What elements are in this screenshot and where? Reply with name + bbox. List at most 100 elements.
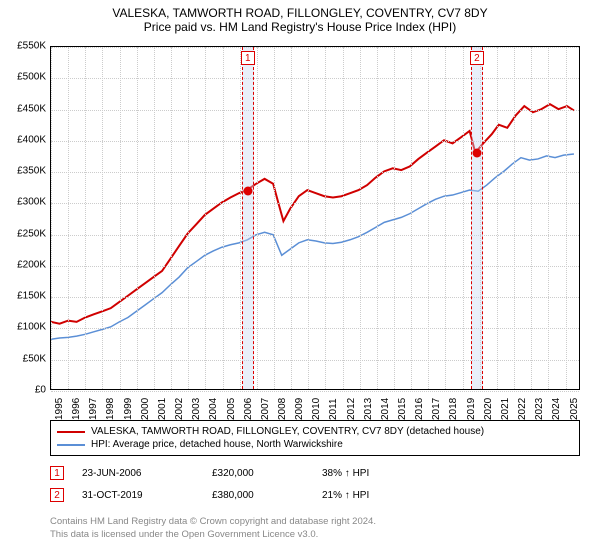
sale-marker: [472, 149, 481, 158]
sale-band: [242, 47, 254, 389]
grid-line-v: [291, 47, 292, 389]
x-tick-label: 2014: [380, 398, 391, 420]
legend-row-hpi: HPI: Average price, detached house, Nort…: [57, 438, 573, 451]
series-line-hpi: [51, 154, 574, 339]
y-tick-label: £100K: [17, 322, 46, 333]
x-tick-label: 2022: [517, 398, 528, 420]
sale-date: 23-JUN-2006: [82, 468, 212, 479]
legend-row-price-paid: VALESKA, TAMWORTH ROAD, FILLONGLEY, COVE…: [57, 425, 573, 438]
x-tick-label: 2011: [328, 398, 339, 420]
y-tick-label: £150K: [17, 291, 46, 302]
x-tick-label: 2017: [431, 398, 442, 420]
x-tick-label: 1995: [54, 398, 65, 420]
grid-line-v: [325, 47, 326, 389]
grid-line-v: [343, 47, 344, 389]
sales-table-row: 2 31-OCT-2019£380,00021% ↑ HPI: [50, 484, 580, 506]
x-tick-label: 2021: [500, 398, 511, 420]
x-tick-label: 1996: [71, 398, 82, 420]
grid-line-v: [205, 47, 206, 389]
grid-line-v: [171, 47, 172, 389]
x-tick-label: 1997: [88, 398, 99, 420]
x-tick-label: 1999: [123, 398, 134, 420]
x-tick-label: 2018: [448, 398, 459, 420]
y-tick-label: £50K: [23, 353, 46, 364]
x-tick-label: 2012: [346, 398, 357, 420]
x-tick-label: 2023: [534, 398, 545, 420]
legend-box: VALESKA, TAMWORTH ROAD, FILLONGLEY, COVE…: [50, 420, 580, 456]
grid-line-v: [377, 47, 378, 389]
grid-line-h: [51, 78, 579, 79]
y-tick-label: £300K: [17, 197, 46, 208]
title-line-2: Price paid vs. HM Land Registry's House …: [0, 20, 600, 34]
x-tick-label: 2004: [208, 398, 219, 420]
chart-lines-svg: [51, 47, 579, 389]
x-tick-label: 2013: [363, 398, 374, 420]
grid-line-v: [257, 47, 258, 389]
sale-band-label: 1: [241, 51, 255, 65]
x-tick-label: 2019: [466, 398, 477, 420]
grid-line-v: [497, 47, 498, 389]
legend-swatch-hpi: [57, 444, 85, 446]
sale-price: £380,000: [212, 490, 322, 501]
series-line-price_paid: [51, 104, 574, 324]
y-tick-label: £250K: [17, 228, 46, 239]
legend-swatch-price-paid: [57, 431, 85, 433]
sale-index-box: 1: [50, 466, 64, 480]
grid-line-v: [85, 47, 86, 389]
grid-line-v: [102, 47, 103, 389]
chart-container: VALESKA, TAMWORTH ROAD, FILLONGLEY, COVE…: [0, 0, 600, 560]
y-tick-label: £500K: [17, 72, 46, 83]
x-tick-label: 2003: [191, 398, 202, 420]
x-tick-label: 2008: [277, 398, 288, 420]
x-tick-label: 2010: [311, 398, 322, 420]
sale-marker: [243, 186, 252, 195]
sale-date: 31-OCT-2019: [82, 490, 212, 501]
sale-price: £320,000: [212, 468, 322, 479]
x-tick-label: 2009: [294, 398, 305, 420]
grid-line-v: [548, 47, 549, 389]
grid-line-h: [51, 47, 579, 48]
sale-delta: 38% ↑ HPI: [322, 468, 432, 479]
grid-line-h: [51, 203, 579, 204]
x-tick-label: 2015: [397, 398, 408, 420]
grid-line-v: [360, 47, 361, 389]
chart-plot-area: 12: [50, 46, 580, 390]
grid-line-v: [394, 47, 395, 389]
x-tick-label: 2020: [483, 398, 494, 420]
legend-label-hpi: HPI: Average price, detached house, Nort…: [91, 439, 343, 450]
footer-line-2: This data is licensed under the Open Gov…: [50, 529, 580, 542]
x-tick-label: 1998: [105, 398, 116, 420]
sales-table: 1 23-JUN-2006£320,00038% ↑ HPI 2 31-OCT-201…: [50, 462, 580, 506]
grid-line-v: [445, 47, 446, 389]
grid-line-h: [51, 141, 579, 142]
legend-label-price-paid: VALESKA, TAMWORTH ROAD, FILLONGLEY, COVE…: [91, 426, 484, 437]
y-tick-label: £450K: [17, 103, 46, 114]
x-tick-label: 2001: [157, 398, 168, 420]
x-tick-label: 2005: [226, 398, 237, 420]
x-tick-label: 2000: [140, 398, 151, 420]
grid-line-h: [51, 297, 579, 298]
grid-line-v: [68, 47, 69, 389]
footer-line-1: Contains HM Land Registry data © Crown c…: [50, 516, 580, 529]
x-tick-label: 2024: [551, 398, 562, 420]
grid-line-v: [566, 47, 567, 389]
sale-band: [471, 47, 483, 389]
sale-index-box: 2: [50, 488, 64, 502]
x-tick-label: 2025: [569, 398, 580, 420]
grid-line-v: [463, 47, 464, 389]
grid-line-v: [531, 47, 532, 389]
x-tick-label: 2016: [414, 398, 425, 420]
grid-line-v: [120, 47, 121, 389]
title-block: VALESKA, TAMWORTH ROAD, FILLONGLEY, COVE…: [0, 0, 600, 36]
grid-line-v: [428, 47, 429, 389]
grid-line-h: [51, 360, 579, 361]
y-tick-label: £350K: [17, 166, 46, 177]
grid-line-v: [223, 47, 224, 389]
grid-line-v: [51, 47, 52, 389]
footer-attribution: Contains HM Land Registry data © Crown c…: [50, 516, 580, 542]
grid-line-v: [188, 47, 189, 389]
grid-line-v: [308, 47, 309, 389]
sale-delta: 21% ↑ HPI: [322, 490, 432, 501]
x-tick-label: 2007: [260, 398, 271, 420]
y-tick-label: £200K: [17, 259, 46, 270]
